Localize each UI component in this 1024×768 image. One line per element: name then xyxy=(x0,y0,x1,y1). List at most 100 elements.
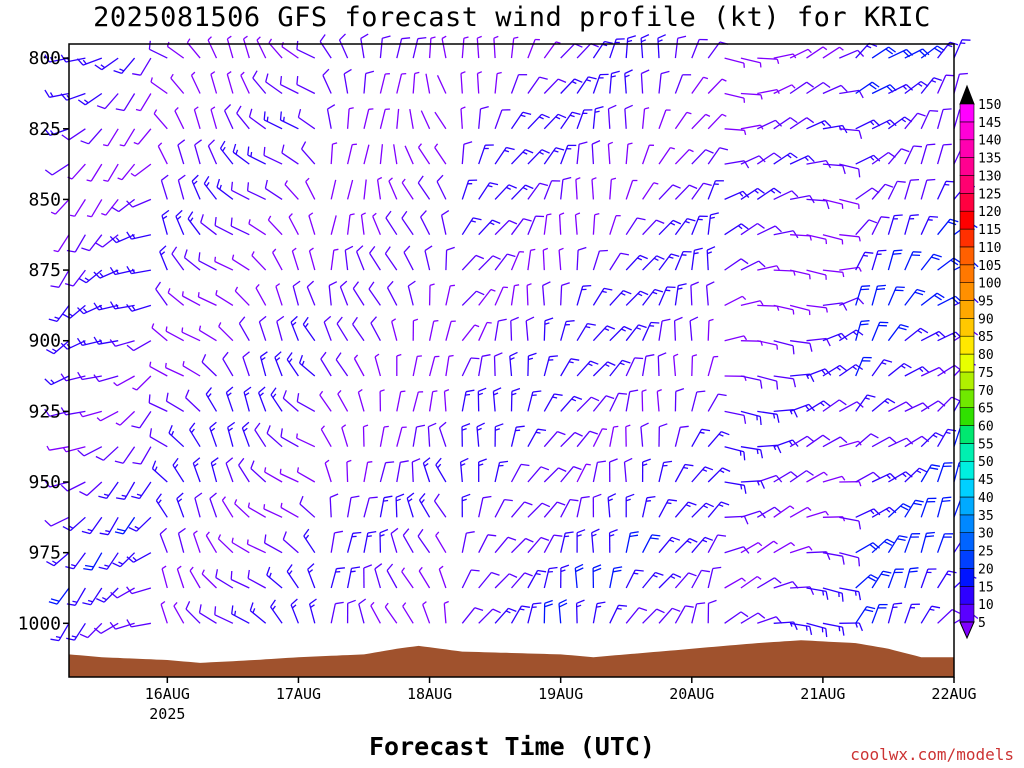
wind-barb xyxy=(674,537,698,554)
barb-half-feather xyxy=(401,567,406,572)
barb-feather xyxy=(416,424,426,428)
barb-staff xyxy=(393,144,398,165)
barb-staff xyxy=(67,340,86,350)
barb-half-feather xyxy=(805,625,808,631)
barb-feather xyxy=(931,464,941,467)
barb-feather xyxy=(45,349,55,355)
barb-half-feather xyxy=(52,560,57,564)
barb-staff xyxy=(358,603,365,624)
barb-feather xyxy=(569,498,579,502)
barb-staff xyxy=(247,190,266,200)
wind-barb xyxy=(887,362,912,377)
barb-half-feather xyxy=(652,291,658,295)
wind-barb xyxy=(434,111,447,130)
barb-half-feather xyxy=(708,318,714,322)
barb-half-feather xyxy=(284,180,288,185)
barb-half-feather xyxy=(324,459,330,464)
barb-feather xyxy=(857,297,865,305)
barb-feather xyxy=(60,373,67,382)
wind-barb xyxy=(48,587,70,605)
barb-staff xyxy=(166,400,185,412)
barb-feather xyxy=(77,99,86,106)
barb-half-feather xyxy=(346,459,352,463)
barb-half-feather xyxy=(759,300,764,306)
barb-feather xyxy=(553,534,563,537)
barb-feather xyxy=(296,393,300,402)
barb-staff xyxy=(194,144,201,165)
barb-half-feather xyxy=(131,233,136,239)
wind-barb xyxy=(592,493,602,518)
wind-barb xyxy=(527,428,547,448)
wind-barb xyxy=(177,527,186,553)
barb-feather xyxy=(889,119,897,127)
barb-staff xyxy=(355,251,365,271)
wind-barb xyxy=(272,248,283,271)
barb-feather xyxy=(222,351,229,360)
barb-staff xyxy=(320,358,332,377)
barb-staff xyxy=(226,74,234,94)
wind-barb xyxy=(740,612,766,624)
barb-staff xyxy=(904,402,924,412)
barb-staff xyxy=(417,182,431,200)
barb-staff xyxy=(132,198,152,208)
barb-half-feather xyxy=(193,180,198,185)
barb-staff xyxy=(266,432,283,448)
barb-half-feather xyxy=(377,176,383,181)
barb-staff xyxy=(657,356,660,377)
barb-half-feather xyxy=(396,353,402,357)
colorbar-box xyxy=(959,121,975,141)
wind-barb xyxy=(396,390,406,412)
barb-half-feather xyxy=(115,269,120,275)
barb-half-feather xyxy=(291,604,297,609)
barb-staff xyxy=(201,573,217,589)
barb-feather xyxy=(93,627,102,634)
wind-barb xyxy=(673,353,679,377)
barb-feather xyxy=(941,499,951,503)
wind-barb xyxy=(77,371,102,381)
barb-staff xyxy=(461,290,477,306)
barb-feather xyxy=(383,495,393,499)
wind-barb xyxy=(417,528,431,554)
barb-staff xyxy=(159,251,168,271)
barb-feather xyxy=(793,409,798,418)
wind-barb xyxy=(576,322,596,342)
barb-half-feather xyxy=(86,215,92,218)
wind-barb xyxy=(299,495,316,518)
colorbar-label: 95 xyxy=(978,295,994,310)
barb-staff xyxy=(363,109,370,129)
barb-half-feather xyxy=(132,556,137,562)
barb-staff xyxy=(226,38,234,59)
barb-feather xyxy=(44,128,51,136)
wind-barb xyxy=(209,492,218,518)
barb-half-feather xyxy=(866,45,872,49)
barb-feather xyxy=(368,281,375,290)
barb-staff xyxy=(740,575,758,589)
barb-half-feather xyxy=(587,363,593,367)
barb-feather xyxy=(674,316,683,322)
barb-staff xyxy=(330,179,337,200)
barb-feather xyxy=(680,425,689,428)
barb-feather xyxy=(866,605,876,610)
barb-staff xyxy=(276,321,283,341)
wind-barb xyxy=(126,552,152,563)
barb-staff xyxy=(607,108,611,129)
wind-barb xyxy=(44,128,70,137)
barb-feather xyxy=(640,34,650,39)
barb-feather xyxy=(475,254,485,260)
barb-staff xyxy=(171,253,185,271)
barb-feather xyxy=(323,315,332,323)
barb-half-feather xyxy=(255,283,260,289)
barb-staff xyxy=(305,181,316,200)
wind-barb xyxy=(186,38,201,59)
barb-staff xyxy=(149,365,168,377)
wind-barb xyxy=(920,497,937,518)
barb-feather xyxy=(539,76,548,80)
wind-barb xyxy=(936,143,952,165)
wind-barb xyxy=(412,391,424,412)
barb-feather xyxy=(624,457,633,463)
barb-staff xyxy=(411,461,414,483)
barb-staff xyxy=(443,391,447,412)
barb-half-feather xyxy=(62,447,67,453)
wind-barb xyxy=(330,179,337,200)
wind-barb xyxy=(543,501,566,518)
